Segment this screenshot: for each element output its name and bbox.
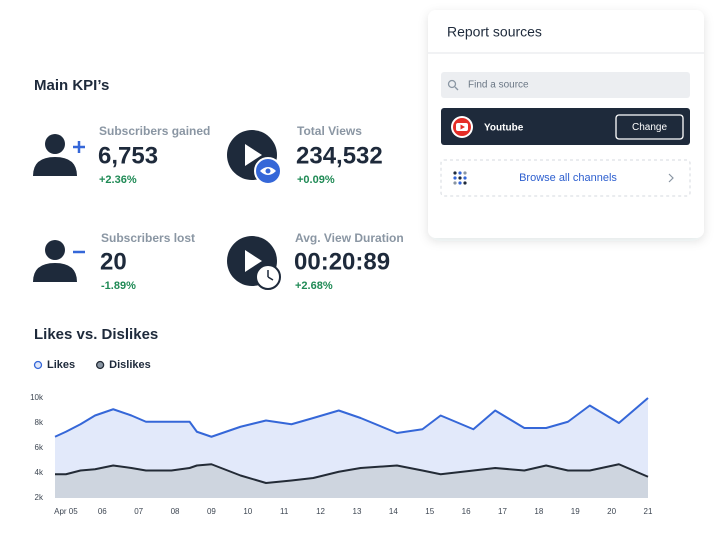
selected-source [441, 108, 690, 145]
x-tick-label: Apr 05 [54, 507, 78, 516]
x-tick-label: 15 [425, 507, 434, 516]
x-tick-label: 17 [498, 507, 507, 516]
kpi-title: Main KPI’s [34, 77, 109, 94]
x-tick-label: 10 [243, 507, 252, 516]
dots-icon [453, 171, 467, 185]
x-tick-label: 09 [207, 507, 216, 516]
series-line [55, 463, 649, 484]
search-placeholder: Find a source [468, 80, 529, 91]
kpi-value: 6,753 [98, 142, 158, 169]
source-name: Youtube [484, 123, 524, 134]
series-area [55, 464, 648, 498]
change-button[interactable] [615, 114, 684, 140]
chart-title: Likes vs. Dislikes [34, 326, 158, 343]
play-icon [227, 236, 281, 290]
change-button-label: Change [632, 122, 667, 133]
y-tick-label: 8k [35, 418, 44, 427]
search-input[interactable] [441, 72, 690, 98]
play-icon [227, 130, 282, 185]
kpi-change: +0.09% [297, 174, 335, 186]
kpi-label: Total Views [297, 124, 362, 138]
kpi-value: 234,532 [296, 142, 383, 169]
card-title: Report sources [447, 24, 542, 40]
x-tick-label: 07 [134, 507, 143, 516]
x-tick-label: 08 [171, 507, 180, 516]
chevron [668, 173, 674, 183]
kpi-value: 20 [100, 248, 127, 275]
kpi-label: Subscribers lost [101, 231, 195, 245]
x-tick-label: 20 [607, 507, 616, 516]
legend-marker [33, 360, 43, 370]
search-icon [447, 79, 457, 89]
y-tick-label: 10k [30, 393, 44, 402]
youtube-icon [460, 124, 465, 130]
x-tick-label: 21 [644, 507, 653, 516]
kpi-label: Avg. View Duration [295, 231, 404, 245]
x-tick-label: 13 [353, 507, 362, 516]
x-tick-label: 11 [280, 507, 289, 516]
kpi-change: +2.36% [99, 174, 137, 186]
kpi-label: Subscribers gained [99, 124, 210, 138]
x-tick-label: 12 [316, 507, 325, 516]
browse-channels[interactable] [440, 159, 691, 197]
y-tick-label: 6k [35, 443, 44, 452]
x-tick-label: 06 [98, 507, 107, 516]
kpi-change: -1.89% [101, 280, 136, 292]
search-icon [454, 86, 459, 91]
x-tick-label: 14 [389, 507, 398, 516]
y-tick-label: 2k [35, 493, 44, 502]
kpi-change: +2.68% [295, 280, 333, 292]
browse-label: Browse all channels [519, 172, 617, 184]
person-icon [33, 134, 85, 176]
kpi-value: 00:20:89 [294, 248, 390, 275]
x-tick-label: 18 [534, 507, 543, 516]
legend-label: Likes [47, 359, 75, 371]
x-tick-label: 16 [462, 507, 471, 516]
y-tick-label: 4k [35, 468, 44, 477]
person-icon [33, 240, 85, 282]
legend-marker [95, 360, 105, 370]
x-tick-label: 19 [571, 507, 580, 516]
legend-label: Dislikes [109, 359, 151, 371]
series-line [54, 397, 649, 438]
